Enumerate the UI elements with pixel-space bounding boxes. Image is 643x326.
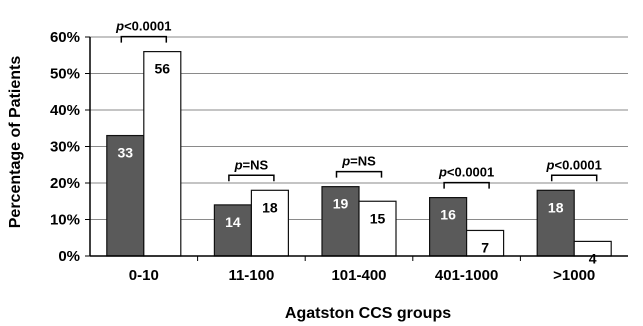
p-value-text: <0.0001 [554, 157, 601, 172]
data-label: 14 [225, 214, 241, 230]
y-tick-label: 60% [50, 29, 80, 46]
p-value-symbol: p [115, 19, 124, 34]
y-tick-label: 10% [50, 212, 80, 229]
data-label: 33 [118, 145, 134, 161]
p-value-label: p=NS [341, 154, 376, 169]
x-tick-label: >1000 [553, 267, 595, 284]
p-value-label: p<0.0001 [438, 165, 494, 180]
x-category-labels: 0-10 11-100 101-400 401-1000 >1000 [129, 267, 595, 284]
p-value-bracket [550, 174, 598, 182]
data-label: 56 [155, 61, 171, 77]
p-value-bracket [120, 35, 168, 43]
p-value-bracket [335, 170, 383, 178]
x-tick-label: 401-1000 [435, 267, 498, 284]
x-tick-label: 11-100 [228, 267, 274, 284]
data-label: 7 [481, 239, 489, 255]
p-value-label: p<0.0001 [546, 157, 602, 172]
p-value-symbol: p [438, 165, 447, 180]
p-value-label: p=NS [234, 157, 269, 172]
p-value-text: <0.0001 [447, 165, 494, 180]
bar-light [143, 50, 182, 257]
bars [106, 50, 612, 257]
data-label: 19 [333, 196, 349, 212]
bar-dark [321, 186, 360, 257]
bar-dark [429, 197, 468, 257]
data-label: 18 [262, 199, 278, 215]
y-tick-label: 30% [50, 139, 80, 156]
y-tick-label: 20% [50, 175, 80, 192]
p-value-bracket [443, 181, 490, 189]
x-tick-label: 101-400 [331, 267, 386, 284]
x-tick-label: 0-10 [129, 267, 159, 284]
bar-dark [213, 204, 252, 257]
y-tick-label: 40% [50, 102, 80, 119]
p-value-label: p<0.0001 [115, 19, 171, 34]
y-tick-label: 0% [58, 248, 80, 265]
y-tick-label: 50% [50, 66, 80, 83]
p-value-text: =NS [350, 154, 376, 169]
data-label: 18 [548, 199, 564, 215]
bar-light [466, 229, 505, 257]
p-value-text: =NS [243, 157, 269, 172]
p-value-symbol: p [234, 157, 243, 172]
data-label: 16 [440, 207, 456, 223]
data-label: 4 [589, 250, 597, 266]
bar-light [358, 200, 397, 257]
data-labels: 33 56 14 18 19 15 16 7 18 4 [118, 61, 597, 267]
data-label: 15 [370, 210, 386, 226]
p-value-bracket [228, 174, 275, 182]
axes [85, 36, 628, 261]
y-axis-title: Percentage of Patients [7, 56, 24, 229]
p-value-text: <0.0001 [124, 19, 171, 34]
p-value-symbol: p [546, 157, 555, 172]
x-axis-title: Agatston CCS groups [285, 305, 451, 322]
p-value-symbol: p [341, 154, 350, 169]
y-tick-labels: 0% 10% 20% 30% 40% 50% 60% [50, 29, 80, 265]
